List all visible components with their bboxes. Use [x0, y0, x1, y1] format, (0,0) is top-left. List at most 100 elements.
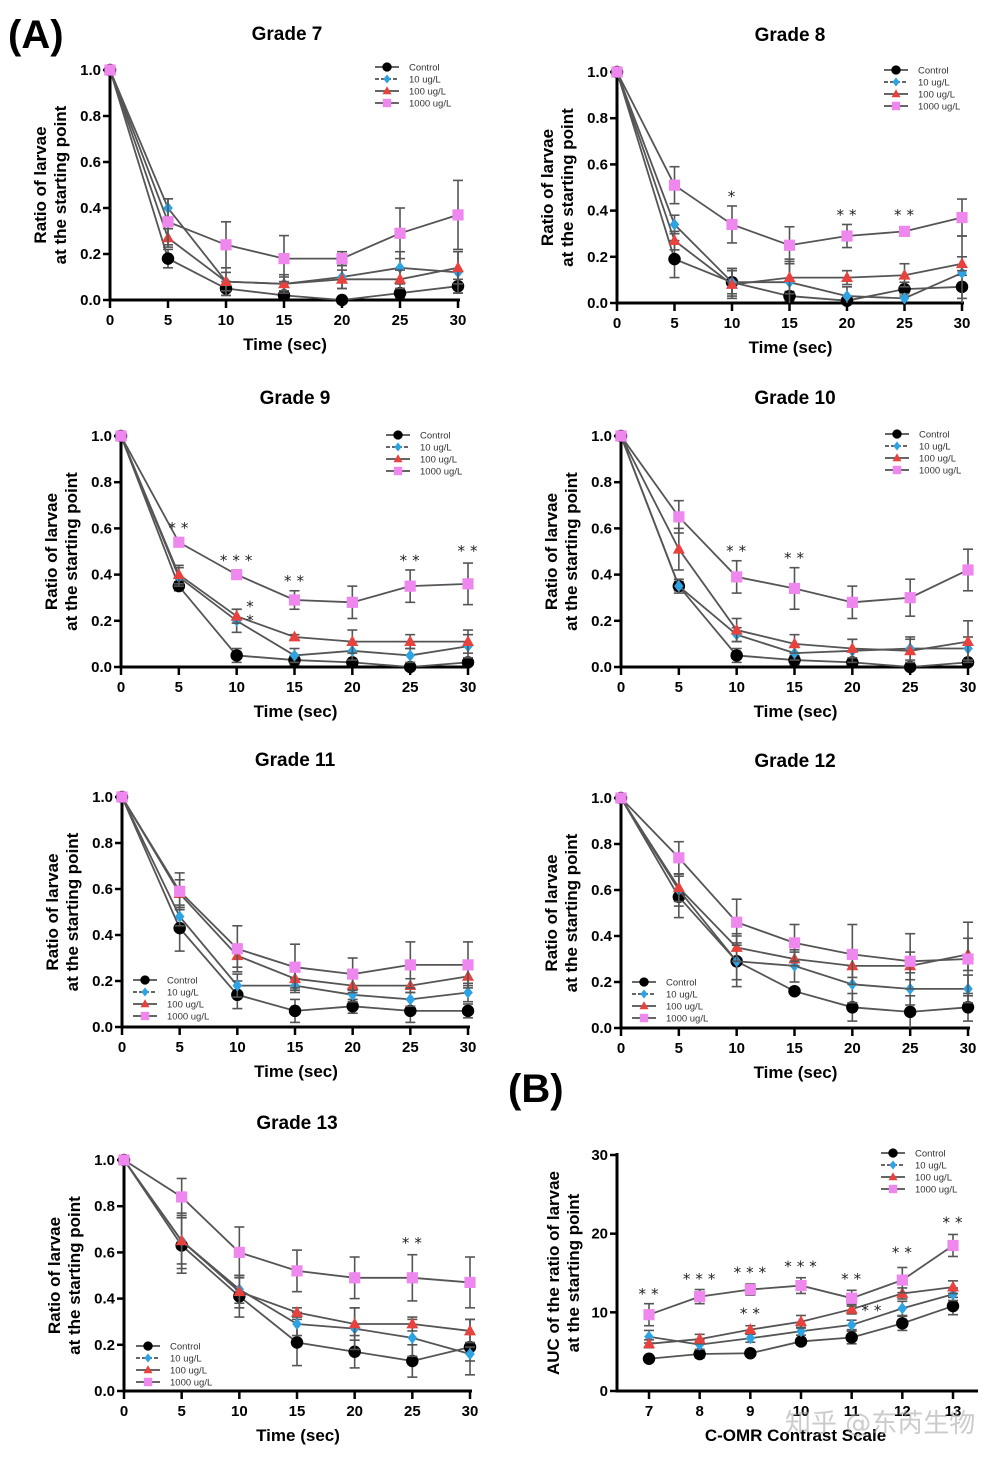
y-tick-label: 0.0 — [80, 292, 101, 309]
y-tick-label: 0.0 — [91, 659, 112, 676]
y-tick-label: 1.0 — [591, 428, 612, 445]
data-point — [233, 1246, 245, 1258]
charts-container: Grade 7 0.0 0.2 0.4 0.6 0.8 1.0 0 5 10 15 20 25 30 Tim… — [31, 24, 978, 1445]
data-point — [288, 1004, 302, 1018]
legend-marker — [893, 441, 901, 451]
legend-item: 1000 ug/L — [632, 1014, 708, 1025]
legend-label: 1000 ug/L — [167, 1012, 209, 1023]
data-point — [693, 1347, 706, 1361]
legend-marker — [382, 86, 392, 95]
significance-marker: * * — [861, 1301, 882, 1319]
legend-label: 10 ug/L — [420, 443, 452, 454]
x-tick-label: 15 — [287, 1039, 304, 1056]
data-point — [788, 984, 801, 998]
data-point — [956, 257, 968, 269]
data-point — [291, 1265, 303, 1277]
data-point — [947, 1239, 959, 1252]
data-point — [898, 268, 911, 280]
data-point — [846, 1001, 859, 1014]
data-point — [672, 881, 685, 893]
chart-grade12: Grade 12 0.0 0.2 0.4 0.6 0.8 1.0 0 5 10 15 20 25 30 Ti… — [542, 751, 976, 1082]
x-tick-label: 30 — [460, 1039, 477, 1056]
y-tick-label: 0.2 — [94, 1337, 115, 1354]
legend-marker — [888, 1184, 898, 1194]
data-point — [673, 511, 685, 523]
data-point — [846, 596, 858, 608]
legend-label: Control — [420, 431, 451, 442]
data-point — [962, 953, 974, 965]
data-point — [346, 1000, 359, 1013]
x-tick-label: 0 — [118, 1039, 126, 1056]
series-line — [620, 435, 969, 652]
legend-marker — [891, 89, 901, 98]
significance-marker: * * — [784, 549, 805, 567]
significance-marker: * * * — [734, 1264, 768, 1282]
data-point — [233, 1285, 246, 1297]
significance-marker: * * — [894, 206, 915, 224]
y-tick-label: 30 — [591, 1147, 608, 1164]
legend-item: Control — [881, 1148, 946, 1160]
data-point — [349, 1272, 361, 1284]
legend-marker — [382, 98, 392, 108]
data-point — [896, 1274, 908, 1286]
data-point — [957, 266, 967, 279]
y-tick-label: 0.4 — [94, 1291, 116, 1308]
data-point — [846, 642, 859, 653]
y-axis-title: at the starting point — [51, 105, 70, 264]
y-tick-label: 0.0 — [591, 1020, 612, 1037]
data-point — [744, 1283, 756, 1296]
legend-item: 100 ug/L — [375, 86, 446, 98]
data-point — [730, 941, 743, 952]
data-point — [668, 252, 681, 266]
legend-item: 1000 ug/L — [133, 1012, 209, 1023]
y-tick-label: 0.2 — [591, 613, 612, 630]
x-tick-label: 0 — [613, 315, 621, 332]
data-point — [898, 225, 911, 237]
x-tick-label: 15 — [286, 679, 303, 696]
legend-marker — [891, 65, 901, 75]
legend-marker — [382, 62, 392, 72]
significance-marker: * * — [943, 1213, 964, 1231]
x-axis-title: Time (sec) — [754, 1063, 838, 1082]
series-100-ug-l — [115, 429, 474, 654]
data-point — [289, 961, 301, 973]
significance-marker: * * — [168, 519, 189, 537]
data-point — [744, 1347, 757, 1360]
data-point — [174, 885, 186, 897]
significance-marker: * * — [726, 542, 747, 560]
data-point — [404, 1004, 417, 1018]
legend-marker — [143, 1365, 153, 1374]
data-point — [393, 286, 407, 300]
data-point — [904, 644, 917, 656]
legend-marker — [888, 1148, 898, 1158]
data-point — [896, 1317, 909, 1330]
data-point — [615, 430, 627, 442]
legend-item: 100 ug/L — [632, 1001, 703, 1013]
y-tick-label: 0.6 — [91, 520, 112, 537]
data-point — [962, 564, 974, 576]
y-tick-label: 0.8 — [91, 474, 112, 491]
x-tick-label: 0 — [617, 1040, 625, 1057]
significance-marker: * * — [400, 551, 421, 569]
x-tick-label: 10 — [728, 1040, 745, 1057]
data-point — [672, 542, 685, 554]
data-point — [693, 1332, 706, 1344]
series-1000-ug-l — [643, 1233, 959, 1327]
y-tick-label: 1.0 — [94, 1152, 115, 1169]
legend-item: 1000 ug/L — [881, 1185, 957, 1196]
significance-marker: * * — [841, 1270, 862, 1288]
data-point — [947, 1280, 959, 1292]
legend-item: 100 ug/L — [133, 999, 204, 1011]
data-point — [172, 568, 185, 579]
legend-label: Control — [919, 430, 950, 441]
data-point — [405, 649, 415, 662]
x-tick-label: 20 — [344, 1039, 361, 1056]
y-tick-label: 0.6 — [591, 882, 612, 899]
x-tick-label: 25 — [404, 1403, 421, 1420]
x-tick-label: 5 — [175, 679, 183, 696]
legend-item: Control — [885, 429, 950, 441]
legend-marker — [889, 1160, 897, 1170]
data-point — [962, 635, 974, 646]
